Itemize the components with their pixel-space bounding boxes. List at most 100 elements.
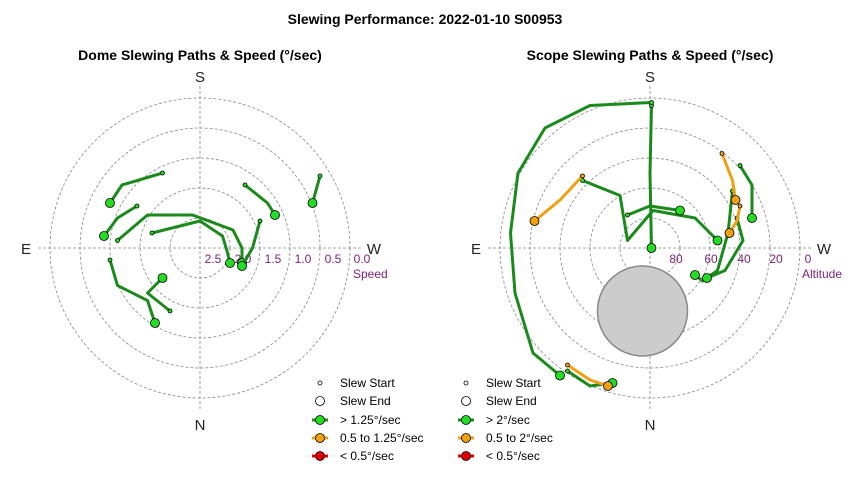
dome-slew-end-marker <box>99 231 109 241</box>
scope-slew-start-marker <box>737 163 743 168</box>
dome-slew-start-marker <box>134 203 140 209</box>
scope-slew-start-marker <box>719 151 725 156</box>
scope-slew-start-marker <box>580 173 585 179</box>
scope-radial-tick-label: 20 <box>769 252 783 266</box>
dome-legend-end-swatch <box>315 396 325 406</box>
dome-radial-tick-label: 0.0 <box>354 252 371 266</box>
scope-radial-ticks: 80 60 40 20 0 <box>669 252 811 266</box>
scope-slew-end-marker <box>730 195 741 205</box>
scope-slew-path-2 <box>509 101 653 377</box>
dome-radial-axis-label: Speed <box>353 267 388 281</box>
dome-slew-end-marker <box>157 273 168 283</box>
dome-legend-medium-marker <box>315 433 325 443</box>
scope-slew-start-marker <box>737 203 743 209</box>
scope-slew-end-marker <box>690 270 700 280</box>
dome-slew-paths <box>99 170 323 328</box>
dome-legend-fast-label: > 1.25°/sec <box>340 413 401 427</box>
scope-slew-paths <box>509 100 757 391</box>
scope-slew-start-marker <box>625 212 630 218</box>
scope-slew-path-6 <box>693 189 734 283</box>
dome-panel: Dome Slewing Paths & Speed (°/sec) S N E… <box>21 47 424 463</box>
scope-slew-end-marker <box>675 205 685 216</box>
dome-legend-medium-label: 0.5 to 1.25°/sec <box>340 431 424 445</box>
dome-radial-tick-label: 1.0 <box>295 252 312 266</box>
dome-slew-path-2 <box>102 204 139 238</box>
scope-slew-path-8 <box>738 164 754 220</box>
scope-legend-end-swatch <box>461 396 471 406</box>
dome-panel-title: Dome Slewing Paths & Speed (°/sec) <box>78 47 322 63</box>
dome-slew-path-4 <box>146 276 172 313</box>
dome-direction-top: S <box>195 69 205 86</box>
dome-slew-start-marker <box>242 182 248 188</box>
dome-slew-path-3 <box>108 258 157 325</box>
scope-slew-end-marker <box>529 216 540 226</box>
scope-legend-fast-marker <box>461 415 471 425</box>
scope-slew-path-9 <box>533 174 584 223</box>
dome-slew-start-marker <box>115 238 120 243</box>
dome-legend-start-label: Slew Start <box>340 376 395 390</box>
dome-slew-start-marker <box>107 257 113 263</box>
scope-obscured-zone <box>596 265 689 357</box>
dome-legend-end-label: Slew End <box>340 394 391 408</box>
scope-legend-end-label: Slew End <box>486 394 537 408</box>
dome-slew-end-marker <box>225 258 235 268</box>
scope-legend-slow-label: < 0.5°/sec <box>486 449 540 463</box>
scope-direction-bottom: N <box>645 417 656 434</box>
dome-slew-path-8 <box>243 183 277 217</box>
dome-slew-path-5 <box>116 213 244 265</box>
dome-slew-start-marker <box>167 308 173 314</box>
dome-slew-start-marker <box>160 170 165 176</box>
dome-radial-tick-label: 2.5 <box>205 252 222 266</box>
dome-legend-start-swatch <box>317 380 323 386</box>
dome-direction-left: E <box>21 241 31 258</box>
dome-slew-end-marker <box>150 318 160 328</box>
figure-title: Slewing Performance: 2022-01-10 S00953 <box>288 11 563 27</box>
dome-radial-tick-label: 0.5 <box>325 252 342 266</box>
dome-slew-end-marker <box>307 198 318 208</box>
dome-polar-grid <box>38 86 362 410</box>
dome-slew-start-marker <box>149 230 155 236</box>
dome-direction-right: W <box>367 241 382 258</box>
scope-slew-start-marker <box>580 178 585 183</box>
scope-slew-path-12 <box>566 363 610 388</box>
scope-slew-path-7 <box>705 216 745 280</box>
scope-direction-top: S <box>645 69 655 86</box>
scope-legend-medium-marker <box>461 433 471 443</box>
scope-legend-medium-label: 0.5 to 2°/sec <box>486 431 553 445</box>
scope-slew-path-1 <box>648 104 653 250</box>
scope-panel-title: Scope Slewing Paths & Speed (°/sec) <box>527 47 774 63</box>
dome-slew-end-marker <box>270 210 280 220</box>
scope-radial-tick-label: 80 <box>669 252 683 266</box>
dome-legend-fast-marker <box>315 415 325 425</box>
scope-radial-tick-label: 60 <box>704 252 718 266</box>
scope-slew-end-marker <box>555 370 565 381</box>
scope-slew-path-5 <box>626 204 682 217</box>
scope-legend-slow-marker <box>461 451 471 461</box>
scope-slew-end-marker <box>724 228 735 238</box>
scope-slew-path-4 <box>581 179 719 242</box>
dome-legend-slow-marker <box>315 451 325 461</box>
dome-slew-path-6 <box>150 219 232 265</box>
dome-radial-tick-label: 1.5 <box>265 252 282 266</box>
scope-direction-left: E <box>471 241 481 258</box>
scope-slew-end-marker <box>712 235 723 246</box>
scope-slew-end-marker <box>646 243 657 253</box>
scope-slew-start-marker <box>649 100 654 105</box>
scope-slew-start-marker <box>565 368 570 374</box>
scope-legend-start-swatch <box>463 380 469 386</box>
dome-slew-end-marker <box>105 198 115 208</box>
scope-legend-fast-label: > 2°/sec <box>486 413 530 427</box>
scope-slew-end-marker <box>702 273 712 283</box>
scope-slew-path-10 <box>720 152 737 202</box>
scope-panel: Scope Slewing Paths & Speed (°/sec) S N … <box>458 47 842 463</box>
scope-radial-tick-label: 40 <box>737 252 751 266</box>
scope-radial-axis-label: Altitude <box>802 267 842 281</box>
dome-legend: Slew Start Slew End > 1.25°/sec 0.5 to 1.25… <box>312 376 424 463</box>
scope-obscured-disc <box>596 265 689 357</box>
dome-direction-bottom: N <box>195 417 206 434</box>
dome-slew-path-1 <box>108 171 164 205</box>
scope-direction-right: W <box>817 241 832 258</box>
scope-legend-start-label: Slew Start <box>486 376 541 390</box>
scope-slew-end-marker <box>603 381 613 391</box>
